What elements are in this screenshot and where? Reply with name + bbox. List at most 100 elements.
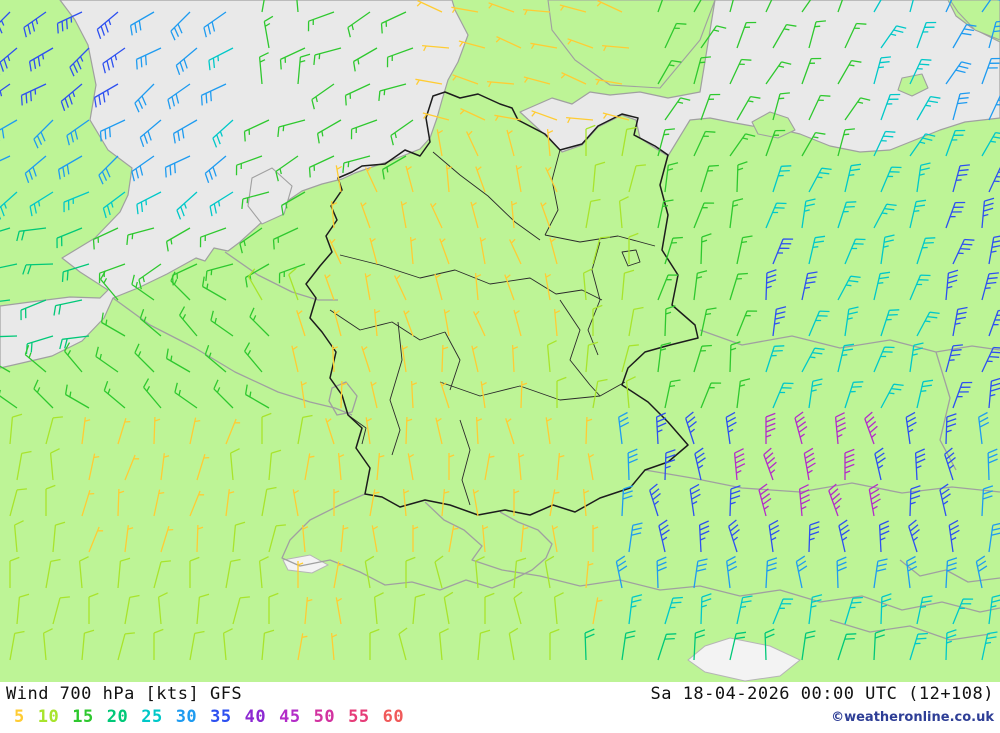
wind-barb [592, 597, 603, 625]
wind-barb [477, 629, 491, 661]
wind-barb [909, 342, 924, 373]
wind-barb [344, 83, 371, 106]
wind-barb [301, 525, 309, 553]
wind-barb [278, 263, 306, 284]
wind-barb [0, 389, 18, 409]
wind-barb [621, 126, 637, 157]
wind-barb [615, 555, 628, 589]
wind-barb [102, 191, 126, 219]
wind-barb [798, 484, 811, 517]
wind-barb [330, 633, 338, 661]
wind-speed-legend: 5 10 15 20 25 30 35 40 45 50 55 60 [6, 707, 404, 727]
wind-barb [693, 629, 706, 661]
wind-barb [945, 557, 958, 589]
wind-barb [0, 11, 11, 34]
wind-barb [441, 489, 450, 517]
wind-barb [333, 489, 340, 516]
wind-barb [728, 519, 740, 553]
wind-barb [765, 269, 777, 301]
wind-barb [880, 25, 907, 49]
wind-barb [69, 47, 90, 77]
wind-barb [553, 309, 561, 337]
island [897, 73, 929, 97]
map-footer: Wind 700 hPa [kts] GFS Sa 18-04-2026 00:… [0, 682, 1000, 733]
wind-barb [225, 489, 235, 517]
wind-barb [443, 591, 454, 625]
wind-barb [153, 628, 164, 660]
state-border [544, 234, 656, 247]
wind-barb [837, 343, 855, 373]
wind-barb [369, 628, 380, 660]
wind-barb [213, 379, 234, 409]
wind-barb [700, 164, 719, 193]
wind-barb [401, 345, 408, 373]
wind-barb [544, 273, 552, 301]
wind-barb [471, 345, 479, 373]
wind-barb [657, 128, 675, 157]
wind-barb [729, 58, 752, 85]
wind-barb [909, 58, 932, 85]
wind-barb [916, 311, 940, 337]
wind-barb [906, 555, 918, 589]
wind-barb [268, 524, 286, 553]
wind-barb [873, 130, 896, 157]
wind-barb [880, 309, 900, 337]
wind-barb [909, 632, 928, 661]
wind-barb [232, 521, 246, 553]
wind-barb [435, 417, 443, 445]
wind-barb [196, 524, 204, 553]
wind-barb [808, 521, 820, 553]
wind-barb [124, 594, 140, 625]
wind-barb [765, 129, 786, 157]
wind-barb [544, 555, 555, 589]
wind-barb [628, 164, 646, 193]
wind-barb [352, 47, 378, 72]
wind-barb [103, 380, 126, 409]
wind-barb [481, 525, 489, 553]
wind-barb [232, 596, 250, 625]
wind-barb [390, 119, 414, 146]
wind-barb [803, 447, 816, 481]
wind-barb [916, 21, 937, 49]
wind-barb [952, 23, 977, 49]
wind-barb [160, 453, 170, 481]
wind-barb [729, 341, 741, 373]
wind-barb [551, 525, 559, 553]
wind-barb [0, 227, 11, 232]
country-border [699, 329, 1000, 353]
wind-barb [700, 593, 712, 625]
foreign-borders-layer [112, 251, 1000, 641]
wind-barb [981, 131, 1000, 157]
wind-barb [952, 92, 970, 121]
wind-barb [515, 165, 523, 193]
wind-barb [873, 346, 895, 373]
wind-barb [808, 378, 823, 409]
wind-barb [664, 596, 683, 625]
wind-barb [700, 93, 721, 121]
wind-barb [373, 592, 384, 625]
wind-barb [297, 53, 311, 85]
wind-barb [64, 342, 83, 373]
alps-layer [282, 554, 801, 682]
wind-barb [475, 166, 486, 193]
wind-barb [506, 129, 515, 157]
wind-barb [329, 238, 342, 265]
wind-barb [335, 165, 343, 193]
wind-barb [196, 593, 210, 625]
wind-barb [658, 519, 670, 553]
wind-barb [592, 236, 610, 265]
wind-barb [836, 556, 847, 589]
wind-barb [530, 42, 558, 50]
wind-barb [479, 237, 487, 265]
wind-barb [844, 22, 867, 49]
wind-barb [412, 525, 419, 552]
wind-barb [664, 305, 676, 337]
legend-value-55: 55 [348, 707, 370, 727]
wind-barb [52, 521, 66, 553]
wind-barb [909, 274, 931, 301]
wind-barb [988, 235, 1000, 265]
wind-barb [249, 307, 270, 337]
wind-barb [325, 418, 335, 445]
wind-barb [378, 83, 407, 101]
wind-barb [729, 272, 748, 301]
